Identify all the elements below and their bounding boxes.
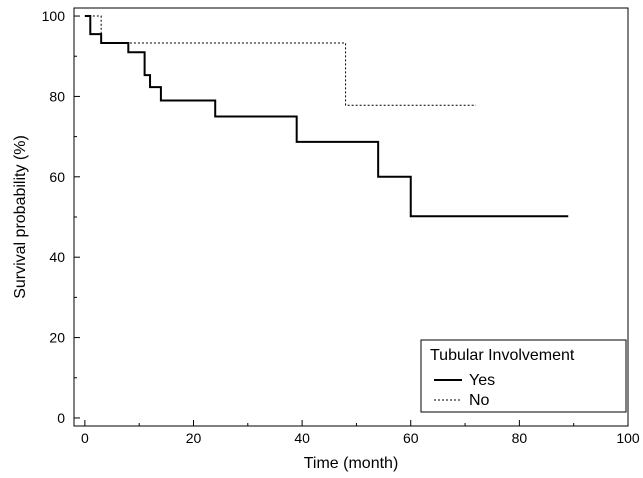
legend-title: Tubular Involvement [430,347,575,364]
y-tick-label: 0 [57,410,65,426]
x-tick-label: 0 [81,430,89,446]
x-tick-label: 100 [616,430,640,446]
y-tick-label: 80 [49,88,65,104]
y-axis: 0 20 40 60 80 100 [42,8,80,426]
legend-label-yes: Yes [469,372,495,389]
x-axis: 0 20 40 60 80 100 [81,420,640,446]
y-tick-label: 100 [42,8,66,24]
x-tick-label: 80 [512,430,528,446]
y-tick-label: 40 [49,249,65,265]
series-layer [84,15,569,218]
series-line-yes [84,15,569,218]
legend-label-no: No [469,392,490,409]
y-tick-label: 20 [49,330,65,346]
x-axis-label: Time (month) [304,455,399,472]
x-tick-label: 60 [403,430,419,446]
legend: Tubular Involvement Yes No [420,339,627,413]
y-axis-label: Survival probability (%) [12,135,29,299]
x-tick-label: 40 [294,430,310,446]
y-tick-label: 60 [49,169,65,185]
series-line-no [84,15,476,106]
x-tick-label: 20 [186,430,202,446]
